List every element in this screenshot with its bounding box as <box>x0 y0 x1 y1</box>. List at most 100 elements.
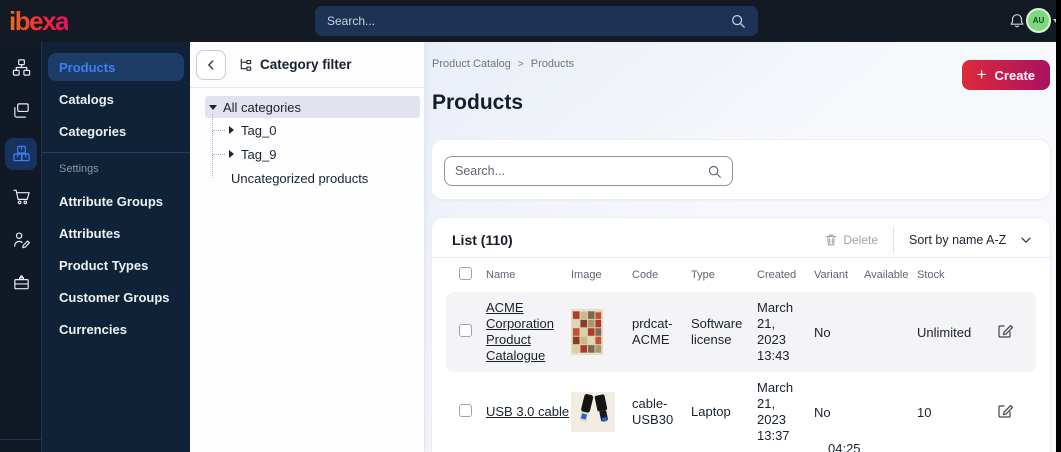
tree-node-tag-9[interactable]: Tag_9 <box>190 142 424 166</box>
breadcrumb: Product Catalog > Products <box>432 58 574 70</box>
product-link[interactable]: ACME Corporation Product Catalogue <box>486 300 554 363</box>
column-header-stock: Stock <box>917 269 945 281</box>
sidebar-item-label: Products <box>59 59 116 75</box>
column-header-image: Image <box>571 269 602 281</box>
product-thumbnail-acme <box>571 309 603 355</box>
edit-button[interactable] <box>997 402 1014 419</box>
sidebar-item-products[interactable]: Products <box>48 53 184 81</box>
sidebar-item-attribute-groups[interactable]: Attribute Groups <box>42 185 190 217</box>
row-checkbox[interactable] <box>459 324 472 337</box>
sidebar-section-settings: Settings <box>59 163 99 175</box>
cart-icon <box>5 181 37 213</box>
sidebar-item-product-types[interactable]: Product Types <box>42 249 190 281</box>
column-header-available: Available <box>864 269 909 281</box>
search-icon <box>732 15 745 28</box>
row-checkbox[interactable] <box>459 404 472 417</box>
create-button-label: Create <box>994 67 1035 83</box>
pages-icon <box>5 95 37 127</box>
sidebar-item-customer-groups[interactable]: Customer Groups <box>42 281 190 313</box>
sort-dropdown[interactable]: Sort by name A-Z <box>909 233 1033 247</box>
sidebar-item-label: Product Types <box>59 257 149 273</box>
product-search-input[interactable] <box>455 164 707 178</box>
tree-node-tag-0[interactable]: Tag_0 <box>190 118 424 142</box>
rail-item-pages[interactable] <box>0 89 42 132</box>
collapse-panel-button[interactable] <box>196 49 226 80</box>
select-all-checkbox[interactable] <box>459 267 472 280</box>
create-button[interactable]: + Create <box>961 60 1050 90</box>
product-variant: No <box>814 404 831 420</box>
tree-node-label: All categories <box>223 99 302 115</box>
product-code: prdcat-ACME <box>632 316 673 347</box>
user-avatar[interactable]: AU <box>1026 8 1051 33</box>
category-filter-header: Category filter <box>190 42 424 88</box>
header-divider <box>893 226 894 253</box>
rail-item-briefcase[interactable] <box>0 261 42 304</box>
list-title: List (110) <box>452 231 513 248</box>
sidebar-item-attributes[interactable]: Attributes <box>42 217 190 249</box>
trash-icon <box>825 234 837 245</box>
sidebar-item-currencies[interactable]: Currencies <box>42 313 190 345</box>
ibexa-logo[interactable]: ibexa <box>9 6 70 36</box>
breadcrumb-current: Products <box>530 58 575 70</box>
product-created: March 21, 2023 13:37 <box>757 380 794 443</box>
sidebar-item-label: Attribute Groups <box>59 193 163 209</box>
rail-bottom-divider <box>0 439 41 440</box>
column-header-created: Created <box>757 269 797 281</box>
sort-dropdown-label: Sort by name A-Z <box>909 232 1007 247</box>
scrollbar[interactable] <box>1056 0 1061 452</box>
product-stock: 10 <box>917 404 932 420</box>
edit-pencil-icon <box>998 325 1014 338</box>
product-type: Laptop <box>691 404 731 420</box>
column-header-type: Type <box>691 269 715 281</box>
sidebar-item-label: Customer Groups <box>59 289 170 305</box>
list-header: List (110) Delete Sort by name A-Z <box>432 218 1050 258</box>
global-search-bar[interactable] <box>315 6 758 36</box>
sidebar-nav: Products Catalogs Categories Settings At… <box>42 42 190 452</box>
breadcrumb-parent[interactable]: Product Catalog <box>432 58 511 70</box>
rail-item-customers[interactable] <box>0 218 42 261</box>
top-bar: ibexa AU <box>0 0 1061 42</box>
notifications-bell-icon[interactable] <box>1008 11 1026 31</box>
category-filter-title-text: Category filter <box>260 57 352 72</box>
category-tree: All categories Tag_0 Tag_9 Uncategorized… <box>190 88 424 190</box>
sidebar-item-label: Currencies <box>59 321 127 337</box>
search-card <box>431 139 1051 200</box>
breadcrumb-separator: > <box>517 58 524 70</box>
global-search-input[interactable] <box>327 14 730 28</box>
table-row: USB 3.0 cable cable-USB30 Laptop March 2… <box>446 372 1036 452</box>
caret-collapsed-icon[interactable] <box>229 126 234 134</box>
sidebar-item-categories[interactable]: Categories <box>42 115 190 147</box>
tree-node-label: Tag_9 <box>241 146 277 162</box>
product-type: Software license <box>691 316 743 347</box>
table-row: ACME Corporation Product Catalogue prdca… <box>446 292 1036 372</box>
plus-icon: + <box>976 64 987 84</box>
edit-pencil-icon <box>998 405 1014 418</box>
tree-guide-line <box>212 114 213 178</box>
product-list-card: List (110) Delete Sort by name A-Z Name … <box>431 217 1051 452</box>
product-link[interactable]: USB 3.0 cable <box>486 404 570 420</box>
edit-button[interactable] <box>997 322 1014 339</box>
avatar-initials: AU <box>1032 16 1045 25</box>
product-search-box[interactable] <box>444 156 733 186</box>
app-icon-rail <box>0 42 42 452</box>
chevron-down-icon <box>1021 237 1031 243</box>
clipped-row-fragment: 04:25 <box>828 441 861 452</box>
product-stock: Unlimited <box>917 324 972 340</box>
delete-button[interactable]: Delete <box>824 233 878 247</box>
rail-item-cart[interactable] <box>0 175 42 218</box>
search-icon <box>708 165 721 178</box>
chevron-left-icon <box>208 59 214 70</box>
tree-node-uncategorized[interactable]: Uncategorized products <box>190 166 424 190</box>
caret-collapsed-icon[interactable] <box>229 150 234 158</box>
category-tree-icon <box>240 58 252 71</box>
rail-item-products[interactable] <box>0 132 42 175</box>
sidebar-item-catalogs[interactable]: Catalogs <box>42 83 190 115</box>
product-variant: No <box>814 324 831 340</box>
briefcase-icon <box>5 267 37 299</box>
rail-item-content-tree[interactable] <box>0 46 42 89</box>
column-header-variant: Variant <box>814 269 849 281</box>
main-content: Product Catalog > Products + Create Prod… <box>425 42 1061 452</box>
caret-expanded-icon[interactable] <box>209 104 217 110</box>
tree-node-all-categories[interactable]: All categories <box>205 96 420 118</box>
column-header-name: Name <box>486 269 516 281</box>
